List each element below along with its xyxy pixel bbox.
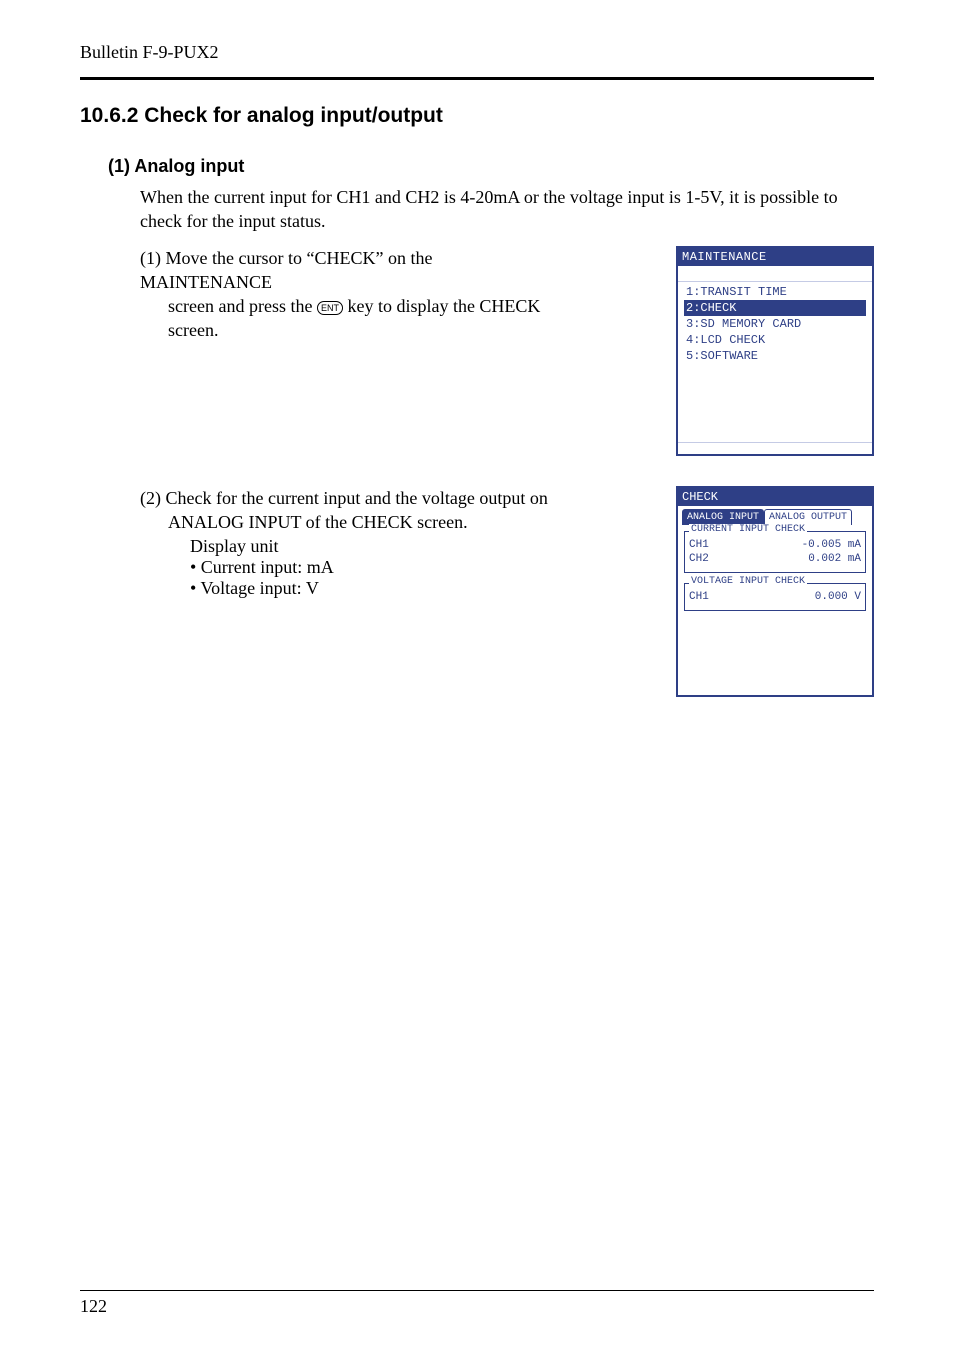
step-1-number: (1) <box>140 248 161 268</box>
lcd1-item: 1:TRANSIT TIME <box>684 284 866 300</box>
tab-analog-output: ANALOG OUTPUT <box>764 509 852 525</box>
lcd1-body: 1:TRANSIT TIME 2:CHECK 3:SD MEMORY CARD … <box>678 282 872 442</box>
subsection-title: (1) Analog input <box>108 156 874 177</box>
step-1-line1: Move the cursor to “CHECK” on the MAINTE… <box>140 248 432 292</box>
current-ch: CH2 <box>689 553 709 565</box>
bulletin-header: Bulletin F-9-PUX2 <box>80 42 874 63</box>
current-val: 0.002 mA <box>808 553 861 565</box>
tab-analog-input: ANALOG INPUT <box>682 509 764 525</box>
lcd2-title: CHECK <box>678 488 872 506</box>
voltage-legend: VOLTAGE INPUT CHECK <box>689 576 807 587</box>
voltage-val: 0.000 V <box>815 591 861 603</box>
current-ch: CH1 <box>689 539 709 551</box>
ent-key-icon: ENT <box>317 301 343 315</box>
lcd2-body: CURRENT INPUT CHECK CH1 -0.005 mA CH2 0.… <box>678 525 872 695</box>
display-unit-label: Display unit <box>140 536 560 557</box>
current-row: CH1 -0.005 mA <box>689 538 861 552</box>
lcd1-title: MAINTENANCE <box>678 248 872 266</box>
page-number: 122 <box>80 1296 107 1317</box>
step-1-line2a: screen and press the <box>168 296 317 316</box>
lcd1-footer <box>678 442 872 454</box>
step-1-line3: screen. <box>140 318 560 342</box>
top-rule <box>80 77 874 80</box>
intro-paragraph: When the current input for CH1 and CH2 i… <box>140 185 874 234</box>
bullet-current: • Current input: mA <box>140 557 560 578</box>
step-1-row: (1) Move the cursor to “CHECK” on the MA… <box>140 246 874 456</box>
lcd1-spacer <box>678 266 872 282</box>
lcd-check-screen: CHECK ANALOG INPUT ANALOG OUTPUT CURRENT… <box>676 486 874 697</box>
lcd1-item: 4:LCD CHECK <box>684 332 866 348</box>
voltage-ch: CH1 <box>689 591 709 603</box>
lcd1-item: 3:SD MEMORY CARD <box>684 316 866 332</box>
step-2-text: (2) Check for the current input and the … <box>140 486 560 600</box>
step-2-row: (2) Check for the current input and the … <box>140 486 874 697</box>
step-1-line2b: key to display the CHECK <box>343 296 540 316</box>
step-1-text: (1) Move the cursor to “CHECK” on the MA… <box>140 246 560 343</box>
bullet-voltage: • Voltage input: V <box>140 578 560 599</box>
lcd1-item: 5:SOFTWARE <box>684 348 866 364</box>
bottom-rule <box>80 1290 874 1291</box>
voltage-input-fieldset: VOLTAGE INPUT CHECK CH1 0.000 V <box>684 583 866 611</box>
section-title: 10.6.2 Check for analog input/output <box>80 104 874 128</box>
current-legend: CURRENT INPUT CHECK <box>689 524 807 535</box>
lcd-maintenance-screen: MAINTENANCE 1:TRANSIT TIME 2:CHECK 3:SD … <box>676 246 874 456</box>
step-2-line2: ANALOG INPUT of the CHECK screen. <box>140 510 560 534</box>
step-2-line1: Check for the current input and the volt… <box>166 488 548 508</box>
current-input-fieldset: CURRENT INPUT CHECK CH1 -0.005 mA CH2 0.… <box>684 531 866 573</box>
step-2-number: (2) <box>140 488 161 508</box>
lcd1-item-selected: 2:CHECK <box>684 300 866 316</box>
current-row: CH2 0.002 mA <box>689 552 861 566</box>
current-val: -0.005 mA <box>802 539 861 551</box>
lcd2-tabs: ANALOG INPUT ANALOG OUTPUT <box>678 506 872 525</box>
voltage-row: CH1 0.000 V <box>689 590 861 604</box>
